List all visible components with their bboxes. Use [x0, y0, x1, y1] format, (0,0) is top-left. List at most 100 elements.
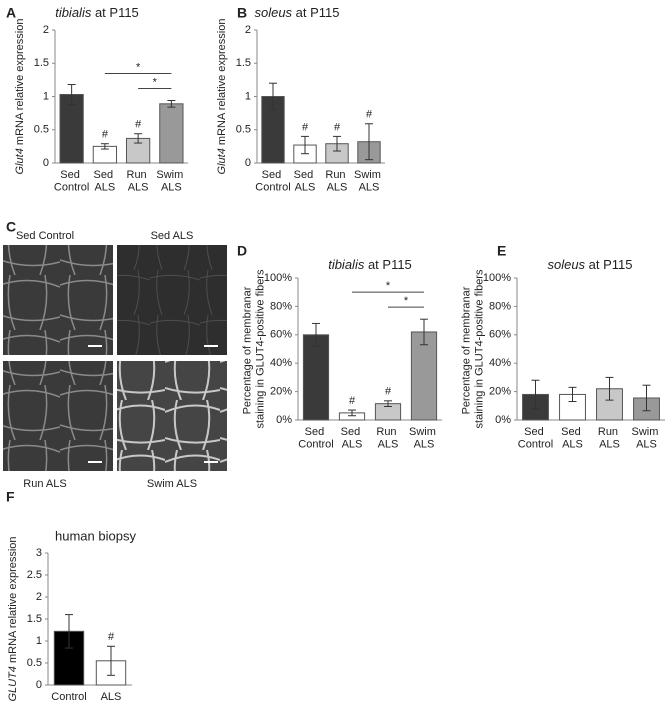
y-tick-label: 0.5 [34, 124, 49, 136]
significance-marker: # [366, 109, 373, 121]
x-tick-label: Run ALS [325, 169, 348, 194]
y-axis-label: Glut4 mRNA relative expression [216, 19, 228, 175]
bar [302, 334, 330, 421]
y-tick-label: 0% [276, 414, 292, 426]
y-tick-label: 0.5 [27, 657, 42, 669]
panel-letter: D [237, 243, 247, 259]
significance-marker: # [135, 119, 142, 131]
error-bar [333, 135, 341, 152]
x-tick-label: Run ALS [376, 426, 399, 451]
significance-marker: # [334, 121, 341, 133]
y-tick-label: 1.5 [236, 57, 251, 69]
error-bar [100, 143, 109, 150]
y-tick-label: 2 [245, 24, 251, 36]
y-tick-label: 2.5 [27, 569, 42, 581]
image-label: Sed ALS [151, 230, 194, 242]
y-axis-label: Percentage of membranar staining in GLUT… [460, 269, 485, 428]
significance-marker: # [108, 631, 115, 643]
y-tick-label: 100% [483, 272, 511, 284]
bar [410, 331, 438, 421]
chart-title: soleus at P115 [547, 257, 632, 272]
panel-letter: E [497, 243, 506, 259]
micrograph [117, 245, 227, 355]
y-tick-label: 60% [489, 329, 511, 341]
x-tick-label: Control [51, 691, 86, 703]
comparison-label: * [404, 295, 409, 307]
error-bar [642, 384, 651, 412]
x-tick-label: Sed Control [298, 426, 333, 451]
x-tick-label: Swim ALS [156, 169, 186, 194]
error-bar [167, 99, 176, 108]
panel-letter: B [237, 5, 247, 21]
error-bar [301, 135, 309, 155]
bar [159, 103, 184, 164]
y-tick-label: 0 [43, 157, 49, 169]
error-bar [107, 645, 115, 676]
significance-marker: # [302, 121, 309, 133]
significance-marker: # [102, 129, 109, 141]
error-bar [531, 379, 540, 410]
panel-letter: F [6, 489, 15, 505]
image-label: Sed Control [16, 230, 74, 242]
x-tick-label: Sed Control [255, 169, 290, 194]
x-tick-label: Sed Control [54, 169, 89, 194]
x-tick-label: Run ALS [127, 169, 150, 194]
error-bar [420, 318, 428, 346]
y-tick-label: 2 [43, 24, 49, 36]
y-tick-label: 1 [245, 90, 251, 102]
y-tick-label: 1 [43, 90, 49, 102]
panel-letter: A [6, 5, 16, 21]
y-tick-label: 40% [489, 357, 511, 369]
y-tick-label: 3 [36, 547, 42, 559]
x-tick-label: Swim ALS [409, 426, 439, 451]
error-bar [312, 322, 320, 347]
error-bar [365, 123, 373, 161]
y-tick-label: 1.5 [27, 613, 42, 625]
image-label: Swim ALS [147, 478, 197, 490]
error-bar [67, 84, 76, 105]
significance-marker: # [349, 395, 356, 407]
significance-marker: # [385, 386, 392, 398]
error-bar [348, 409, 356, 417]
micrograph [117, 361, 227, 471]
chart-title: tibialis at P115 [328, 257, 412, 272]
error-bar [269, 82, 277, 111]
error-bar [65, 614, 73, 649]
comparison-label: * [386, 280, 391, 292]
image-label: Run ALS [23, 478, 66, 490]
comparison-label: * [153, 76, 158, 88]
chart-title: human biopsy [55, 528, 136, 543]
x-tick-label: ALS [101, 691, 122, 703]
y-tick-label: 0% [495, 414, 511, 426]
micrograph-panel: C Sed Control Sed ALS Run ALS Swim ALS [3, 219, 227, 490]
y-tick-label: 20% [489, 386, 511, 398]
x-tick-label: Sed Control [518, 426, 553, 451]
error-bar [134, 133, 143, 144]
y-tick-label: 40% [270, 357, 292, 369]
x-tick-label: Sed ALS [94, 169, 117, 194]
y-tick-label: 1 [36, 635, 42, 647]
y-axis-label: Glut4 mRNA relative expression [14, 19, 26, 175]
y-tick-label: 0 [36, 679, 42, 691]
x-tick-label: Sed ALS [341, 426, 364, 451]
chart-title: soleus at P115 [254, 5, 339, 20]
y-tick-label: 80% [489, 300, 511, 312]
error-bar [568, 386, 577, 403]
y-tick-label: 80% [270, 300, 292, 312]
x-tick-label: Swim ALS [632, 426, 662, 451]
y-tick-label: 60% [270, 329, 292, 341]
y-tick-label: 20% [270, 386, 292, 398]
y-tick-label: 0 [245, 157, 251, 169]
x-tick-label: Sed ALS [294, 169, 317, 194]
chart-title: tibialis at P115 [55, 5, 139, 20]
y-tick-label: 0.5 [236, 124, 251, 136]
y-tick-label: 2 [36, 591, 42, 603]
micrograph [3, 245, 113, 355]
y-axis-label: Percentage of membranar staining in GLUT… [241, 269, 266, 428]
comparison-label: * [136, 61, 141, 73]
y-tick-label: 1.5 [34, 57, 49, 69]
panel-letter: C [6, 219, 16, 235]
error-bar [384, 400, 392, 408]
x-tick-label: Sed ALS [561, 426, 584, 451]
